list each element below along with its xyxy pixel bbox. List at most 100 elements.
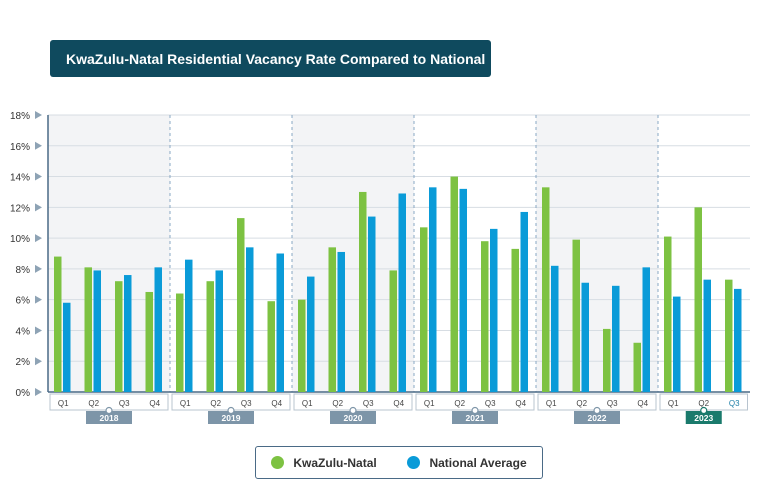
bar-kzn bbox=[389, 270, 397, 392]
year-badge-dot-icon bbox=[593, 406, 601, 415]
legend-swatch-kzn bbox=[271, 456, 285, 469]
bar-national bbox=[276, 253, 284, 392]
year-label: 2018 bbox=[100, 413, 119, 423]
year-badge-2023 bbox=[685, 411, 722, 424]
bar-national bbox=[612, 285, 620, 392]
quarter-label: Q2 bbox=[698, 399, 709, 408]
bar-national bbox=[551, 265, 559, 392]
bar-national bbox=[490, 228, 498, 392]
year-label: 2023 bbox=[694, 413, 713, 423]
year-label: 2020 bbox=[344, 413, 363, 423]
bar-national bbox=[63, 302, 71, 392]
quarter-label: Q2 bbox=[88, 399, 99, 408]
y-tick-arrow-icon bbox=[35, 203, 42, 212]
y-tick-label: 16% bbox=[10, 142, 30, 153]
legend-swatch-national bbox=[407, 456, 421, 469]
bar-kzn bbox=[145, 291, 153, 392]
quarter-label: Q2 bbox=[576, 399, 587, 408]
chart-title: KwaZulu-Natal Residential Vacancy Rate C… bbox=[50, 40, 491, 77]
quarter-label: Q3 bbox=[607, 399, 618, 408]
year-badge-dot-icon bbox=[227, 406, 235, 415]
legend-label-national: National Average bbox=[429, 455, 527, 470]
year-badge-2018 bbox=[86, 411, 132, 424]
quarter-label: Q3 bbox=[363, 399, 374, 408]
bar-national bbox=[703, 279, 711, 392]
bar-kzn bbox=[206, 281, 214, 392]
y-tick-arrow-icon bbox=[35, 111, 42, 119]
bar-kzn bbox=[54, 256, 62, 392]
bar-kzn bbox=[176, 293, 184, 392]
year-badge-2022 bbox=[574, 411, 620, 424]
bar-kzn bbox=[542, 187, 550, 392]
quarter-label: Q3 bbox=[729, 399, 740, 408]
legend-item-national[interactable]: National Average bbox=[407, 455, 527, 470]
quarter-label: Q3 bbox=[241, 399, 252, 408]
bar-national bbox=[581, 282, 589, 392]
bar-national bbox=[642, 267, 650, 392]
year-badge-dot-icon bbox=[105, 406, 113, 415]
year-badge-2021 bbox=[452, 411, 498, 424]
quarter-label: Q2 bbox=[454, 399, 465, 408]
quarter-label: Q1 bbox=[424, 399, 435, 408]
bar-kzn bbox=[694, 207, 702, 392]
bar-kzn bbox=[603, 328, 611, 392]
legend-item-kzn[interactable]: KwaZulu-Natal bbox=[271, 456, 377, 470]
year-badge-dot-icon bbox=[471, 406, 479, 415]
quarter-label: Q1 bbox=[180, 399, 191, 408]
y-tick-label: 6% bbox=[16, 296, 31, 307]
y-tick-arrow-icon bbox=[35, 141, 42, 150]
bar-kzn bbox=[237, 218, 245, 392]
bar-kzn bbox=[115, 281, 123, 392]
bar-national bbox=[429, 187, 437, 392]
y-tick-label: 8% bbox=[16, 265, 31, 276]
quarter-label: Q4 bbox=[637, 399, 648, 408]
quarter-label: Q2 bbox=[332, 399, 343, 408]
bar-national bbox=[520, 211, 528, 392]
y-tick-arrow-icon bbox=[35, 172, 42, 181]
quarter-label: Q1 bbox=[302, 399, 313, 408]
quarter-label: Q4 bbox=[515, 399, 526, 408]
bar-national bbox=[368, 216, 376, 392]
y-tick-label: 2% bbox=[16, 357, 31, 368]
legend: KwaZulu-Natal National Average bbox=[255, 446, 543, 479]
quarter-label: Q3 bbox=[485, 399, 496, 408]
bar-kzn bbox=[359, 191, 367, 392]
year-label: 2022 bbox=[588, 413, 607, 423]
y-tick-arrow-icon bbox=[35, 357, 42, 366]
year-badge-2020 bbox=[330, 411, 376, 424]
bar-national bbox=[215, 270, 223, 392]
bar-national bbox=[673, 296, 681, 392]
bar-national bbox=[246, 247, 254, 392]
bar-national bbox=[459, 188, 467, 392]
bar-kzn bbox=[481, 241, 489, 392]
quarter-label: Q1 bbox=[58, 399, 69, 408]
bar-kzn bbox=[267, 301, 275, 392]
bar-national bbox=[734, 288, 742, 392]
bar-national bbox=[124, 275, 132, 392]
bar-kzn bbox=[572, 239, 580, 392]
year-label: 2021 bbox=[466, 413, 485, 423]
y-tick-label: 0% bbox=[16, 388, 31, 399]
year-badge-2019 bbox=[208, 411, 254, 424]
quarter-label: Q4 bbox=[271, 399, 282, 408]
y-tick-arrow-icon bbox=[35, 264, 42, 273]
bar-kzn bbox=[664, 236, 672, 392]
bar-kzn bbox=[298, 299, 306, 392]
bar-national bbox=[154, 267, 162, 392]
bar-kzn bbox=[84, 267, 92, 392]
quarter-label: Q2 bbox=[210, 399, 221, 408]
year-badge-dot-icon bbox=[349, 406, 357, 415]
bar-national bbox=[93, 270, 101, 392]
year-badge-dot-icon bbox=[700, 406, 708, 415]
y-tick-arrow-icon bbox=[35, 326, 42, 335]
bar-national bbox=[337, 251, 345, 392]
year-label: 2019 bbox=[222, 413, 241, 423]
bar-kzn bbox=[725, 279, 733, 392]
y-tick-label: 12% bbox=[10, 203, 30, 214]
bar-kzn bbox=[420, 227, 428, 392]
y-tick-label: 18% bbox=[10, 111, 30, 122]
quarter-label: Q1 bbox=[546, 399, 557, 408]
y-tick-label: 4% bbox=[16, 326, 31, 337]
quarter-label: Q3 bbox=[119, 399, 130, 408]
